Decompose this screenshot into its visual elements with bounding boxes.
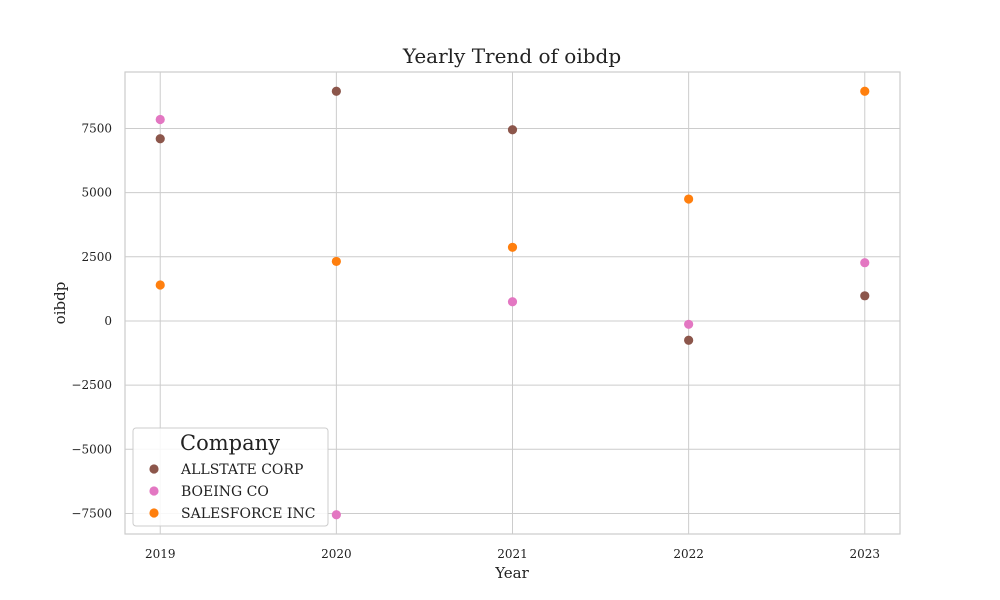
- data-point: [684, 194, 694, 204]
- legend-label: SALESFORCE INC: [181, 506, 315, 522]
- chart-title: Yearly Trend of oibdp: [402, 44, 621, 68]
- legend-marker: [149, 464, 159, 474]
- data-point: [155, 114, 165, 125]
- x-tick-label: 2022: [673, 547, 704, 561]
- data-point: [155, 280, 165, 290]
- data-point: [507, 242, 518, 252]
- data-point: [331, 510, 341, 520]
- y-tick-label: 0: [104, 314, 112, 328]
- y-tick-label: −5000: [71, 442, 112, 456]
- data-point: [860, 258, 870, 268]
- y-tick-label: −2500: [71, 378, 112, 392]
- y-tick-label: 2500: [81, 250, 112, 264]
- legend-label: ALLSTATE CORP: [180, 462, 303, 478]
- legend-marker: [149, 508, 159, 518]
- plot-frame: [124, 71, 901, 535]
- legend-title: Company: [180, 431, 280, 455]
- legend-box: [132, 427, 329, 527]
- data-point: [684, 335, 694, 345]
- legend-label: BOEING CO: [181, 484, 269, 500]
- data-point: [860, 86, 870, 96]
- y-tick-label: 5000: [81, 186, 112, 200]
- data-point: [507, 297, 518, 307]
- legend-marker: [149, 486, 159, 496]
- data-point: [507, 125, 518, 135]
- legend: Company ALLSTATE CORP BOEING CO SALESFORCE…: [132, 427, 329, 527]
- y-axis-label: oibdp: [51, 282, 69, 325]
- data-point: [684, 319, 694, 329]
- x-tick-label: 2023: [849, 547, 880, 561]
- data-point: [860, 291, 870, 301]
- y-tick-label: −7500: [71, 506, 112, 520]
- x-tick-label: 2021: [497, 547, 528, 561]
- data-point: [331, 86, 341, 96]
- data-point: [155, 134, 165, 144]
- y-tick-label: 7500: [81, 121, 112, 135]
- x-tick-label: 2020: [321, 547, 352, 561]
- data-point: [331, 256, 341, 267]
- tick-labels: 2019 2020 2021 2022 2023 −7500 −5000 −2500 0 2500…: [71, 121, 880, 561]
- x-axis-label: Year: [494, 564, 529, 582]
- data-points: [155, 86, 870, 520]
- x-tick-label: 2019: [145, 547, 176, 561]
- legend-items: ALLSTATE CORP BOEING CO SALESFORCE INC: [149, 462, 315, 522]
